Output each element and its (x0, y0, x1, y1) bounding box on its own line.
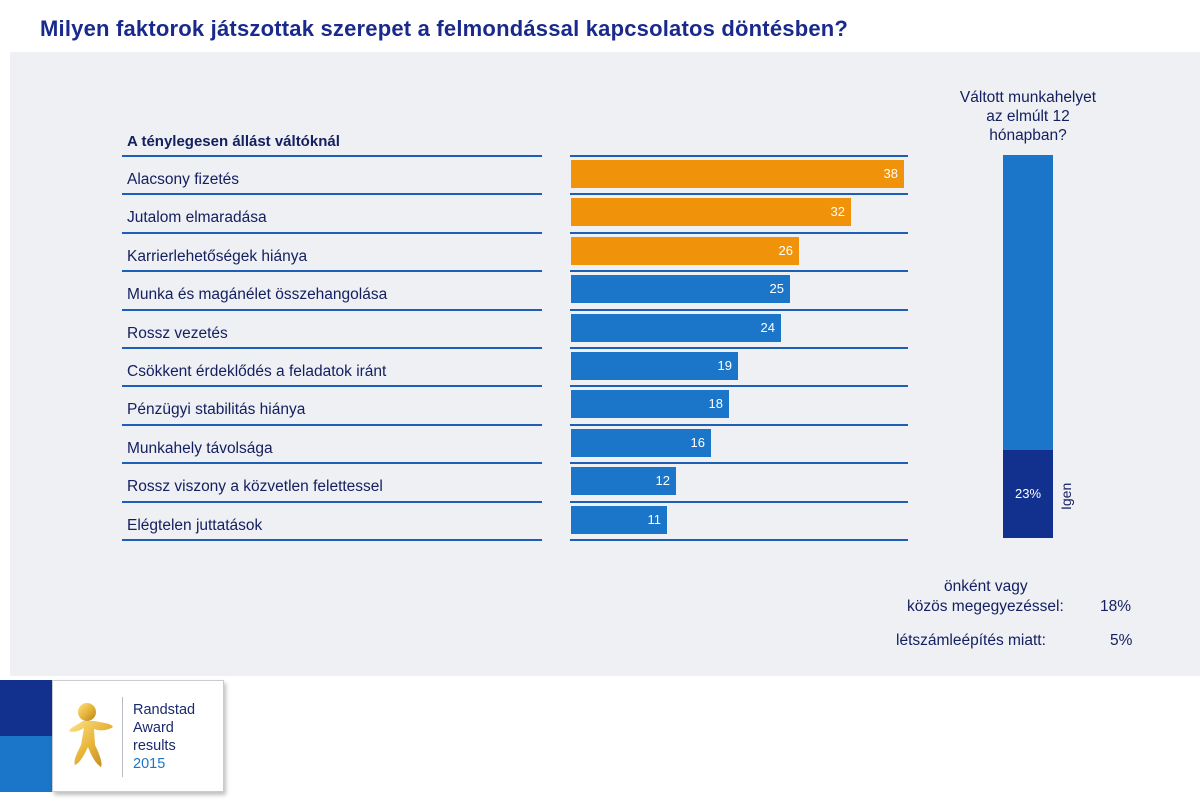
bar-divider (570, 462, 908, 465)
bar-divider (570, 308, 908, 311)
label-divider (122, 385, 542, 388)
category-label: Munkahely távolsága (127, 439, 273, 457)
award-figure-icon (69, 703, 113, 767)
bar: 18 (571, 390, 729, 419)
label-divider (122, 231, 542, 234)
bar-divider (570, 193, 908, 196)
logo-line: Randstad (133, 702, 196, 718)
footnote-value: 18% (1100, 598, 1132, 615)
logo-text: Randstad Award results 2015 (133, 701, 195, 773)
logo-separator (122, 697, 123, 777)
bar: 38 (571, 160, 904, 188)
bar: 32 (571, 198, 851, 227)
label-divider (122, 347, 542, 349)
page-title: Milyen faktorok játszottak szerepet a fe… (40, 16, 849, 41)
bar-divider (570, 500, 908, 503)
category-label: Alacsony fizetés (127, 171, 239, 188)
label-divider (122, 539, 542, 541)
bar-value-label: 12 (655, 473, 670, 489)
footnote-label-line: önként vagy (944, 578, 1028, 595)
bar-value-label: 18 (708, 396, 723, 412)
side-question: Váltott munkahelyet az elmúlt 12 hónapba… (928, 88, 1128, 145)
label-divider (122, 500, 542, 503)
footnote-label-line: közös megegyezéssel: (907, 598, 1064, 615)
label-divider (122, 270, 542, 273)
logo-block-light (0, 736, 52, 792)
bar-divider (570, 539, 908, 541)
side-question-line: hónapban? (989, 127, 1067, 144)
footnote-value: 5% (1110, 632, 1133, 649)
column-yes-bar: 23% (1003, 450, 1053, 538)
label-divider (122, 193, 542, 196)
bar-divider (570, 385, 908, 388)
bar-value-label: 19 (717, 358, 732, 373)
bar-divider (570, 231, 908, 234)
side-question-line: Váltott munkahelyet (959, 89, 1097, 106)
bar: 25 (571, 275, 790, 304)
logo-block-dark (0, 680, 52, 736)
column-yes-label: Igen (1058, 482, 1074, 510)
bar-value-label: 11 (647, 511, 662, 527)
footnote-label-line: létszámleépítés miatt: (896, 632, 1046, 649)
bar-value-label: 16 (690, 434, 705, 450)
category-label: Rossz vezetés (127, 324, 228, 342)
bar-divider (570, 347, 908, 349)
category-label: Munka és magánélet összehangolása (127, 286, 388, 304)
bar: 24 (571, 313, 781, 342)
label-divider (122, 155, 542, 157)
bar-divider (570, 270, 908, 273)
logo-year: 2015 (133, 756, 166, 772)
category-label: Rossz viszony a közvetlen felettessel (127, 478, 383, 496)
label-divider (122, 308, 542, 311)
bar-divider (570, 155, 908, 157)
bar-value-label: 32 (830, 204, 845, 220)
bar: 16 (571, 428, 711, 457)
bar-divider (570, 423, 908, 426)
bar: 19 (571, 352, 738, 380)
side-question-line: az elmúlt 12 (986, 108, 1070, 125)
section-heading: A ténylegesen állást váltóknál (127, 133, 340, 150)
category-label: Pénzügyi stabilitás hiánya (127, 401, 306, 419)
bar: 26 (571, 236, 799, 265)
logo-line: results (133, 738, 176, 754)
column-yes-value: 23% (1014, 486, 1042, 501)
award-logo: Randstad Award results 2015 (52, 680, 224, 792)
bar-value-label: 38 (883, 166, 898, 181)
category-label: Karrierlehetőségek hiánya (127, 247, 308, 265)
bar-value-label: 25 (769, 281, 784, 297)
bar-value-label: 24 (760, 319, 775, 335)
label-divider (122, 423, 542, 426)
bar: 12 (571, 467, 676, 496)
bar: 11 (571, 505, 667, 534)
category-label: Jutalom elmaradása (127, 209, 267, 227)
logo-line: Award (133, 720, 174, 736)
category-label: Elégtelen juttatások (127, 516, 263, 534)
category-label: Csökkent érdeklődés a feladatok iránt (127, 363, 387, 380)
label-divider (122, 462, 542, 465)
bar-value-label: 26 (778, 242, 793, 258)
